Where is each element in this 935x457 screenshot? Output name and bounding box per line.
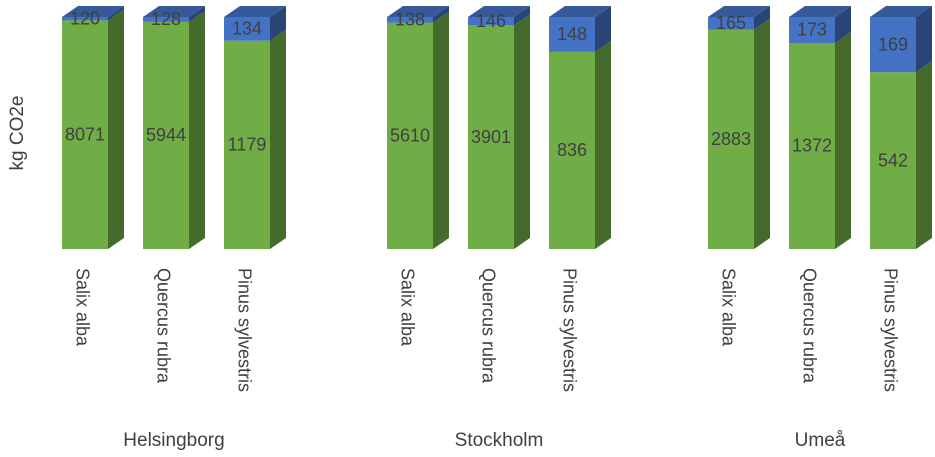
bar-segment-top (870, 17, 916, 73)
bar-segment-top-side (433, 6, 449, 23)
bar-segment-bottom (708, 29, 754, 250)
data-label-top: 165 (716, 13, 746, 33)
data-label-bottom: 3901 (471, 127, 511, 147)
bar-top-face (224, 6, 286, 17)
labels-layer: 120 8071 Salix alba 128 5944 Quercus rubra 134… (65, 8, 908, 451)
bar-segment-top (708, 17, 754, 30)
data-label-bottom: 542 (878, 150, 908, 170)
bar-top-face (468, 6, 530, 17)
category-label: Salix alba (72, 268, 92, 347)
data-label-top: 169 (878, 34, 908, 54)
bar-segment-bottom-side (595, 40, 611, 249)
bar-umea-quercus-rubra (789, 6, 851, 249)
bar-top-face (789, 6, 851, 17)
bar-segment-bottom-side (916, 61, 932, 249)
bar-umea-pinus-sylvestris (870, 6, 932, 249)
bar-top-face (549, 6, 611, 17)
data-label-top: 128 (151, 9, 181, 29)
bar-top-face (62, 6, 124, 17)
bar-segment-bottom (62, 20, 108, 250)
bar-segment-top (468, 17, 514, 26)
bar-segment-top-side (916, 6, 932, 73)
bar-segment-bottom-side (270, 29, 286, 249)
category-label: Salix alba (397, 268, 417, 347)
category-label: Quercus rubra (153, 268, 173, 384)
bar-segment-bottom (789, 42, 835, 249)
bar-segment-top-side (754, 6, 770, 30)
bar-segment-bottom-side (514, 14, 530, 249)
bar-top-face (708, 6, 770, 17)
bar-segment-top-side (270, 6, 286, 41)
bar-segment-top (549, 17, 595, 52)
bar-segment-bottom (870, 72, 916, 249)
group-label-helsingborg: Helsingborg (123, 430, 224, 451)
bar-segment-top-side (108, 6, 124, 21)
bar-segment-top (387, 17, 433, 23)
bar-segment-top (62, 17, 108, 21)
bar-stockholm-salix-alba (387, 6, 449, 250)
bar-segment-bottom-side (189, 10, 205, 250)
bar-segment-bottom-side (754, 18, 770, 250)
bar-segment-bottom-side (835, 31, 851, 249)
category-label: Pinus sylvestris (880, 268, 900, 392)
category-label: Salix alba (718, 268, 738, 347)
bars-layer (62, 6, 932, 250)
bar-segment-top-side (514, 6, 530, 26)
bar-umea-salix-alba (708, 6, 770, 250)
data-label-bottom: 1372 (792, 136, 832, 156)
bar-segment-top-side (189, 6, 205, 22)
bar-segment-bottom (468, 25, 514, 249)
data-label-bottom: 836 (557, 140, 587, 160)
bar-top-face (387, 6, 449, 17)
data-label-bottom: 2883 (711, 129, 751, 149)
bar-helsingborg-quercus-rubra (143, 6, 205, 250)
category-label: Quercus rubra (799, 268, 819, 384)
data-label-top: 148 (557, 24, 587, 44)
data-label-top: 173 (797, 20, 827, 40)
bar-segment-bottom (387, 22, 433, 250)
bar-segment-bottom (143, 21, 189, 250)
bar-segment-top (789, 17, 835, 43)
data-label-bottom: 5944 (146, 125, 186, 145)
bar-top-face (143, 6, 205, 17)
bar-segment-top (224, 17, 270, 41)
category-label: Pinus sylvestris (234, 268, 254, 392)
data-label-bottom: 5610 (390, 126, 430, 146)
data-label-top: 146 (476, 11, 506, 31)
bar-stockholm-quercus-rubra (468, 6, 530, 249)
bar-top-face (870, 6, 932, 17)
category-label: Quercus rubra (478, 268, 498, 384)
bar-segment-top-side (835, 6, 851, 43)
bar-segment-top (143, 17, 189, 22)
group-label-stockholm: Stockholm (455, 430, 544, 451)
bar-segment-bottom-side (433, 11, 449, 250)
bar-segment-bottom (224, 40, 270, 249)
bar-segment-bottom-side (108, 9, 124, 250)
bar-segment-bottom (549, 51, 595, 249)
group-label-umea: Umeå (795, 430, 846, 451)
bar-segment-top-side (595, 6, 611, 52)
data-label-top: 138 (395, 10, 425, 30)
bar-helsingborg-salix-alba (62, 6, 124, 250)
y-axis-title: kg CO2e (7, 96, 28, 171)
bar-helsingborg-pinus-sylvestris (224, 6, 286, 249)
bar-stockholm-pinus-sylvestris (549, 6, 611, 249)
data-label-bottom: 1179 (228, 135, 267, 155)
category-label: Pinus sylvestris (559, 268, 579, 392)
data-label-top: 134 (232, 19, 262, 39)
data-label-top: 120 (70, 8, 100, 28)
data-label-bottom: 8071 (65, 124, 105, 144)
